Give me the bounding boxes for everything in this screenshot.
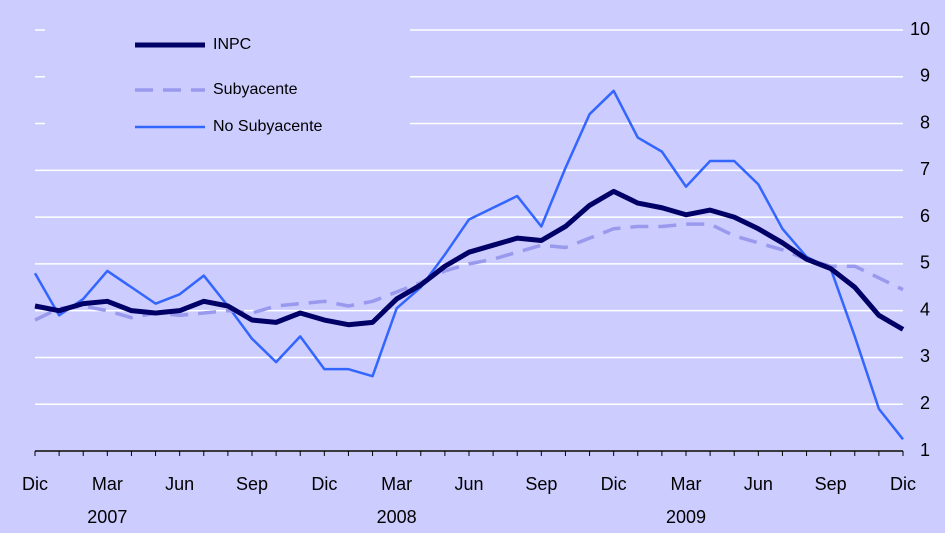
legend-label: No Subyacente bbox=[213, 118, 323, 135]
x-tick-label: Dic bbox=[311, 474, 337, 494]
y-tick-label: 10 bbox=[910, 19, 930, 39]
x-tick-label: Dic bbox=[601, 474, 627, 494]
x-tick-label: Sep bbox=[236, 474, 268, 494]
x-tick-label: Sep bbox=[815, 474, 847, 494]
y-tick-label: 4 bbox=[920, 299, 930, 319]
y-tick-label: 9 bbox=[920, 66, 930, 86]
x-tick-label: Sep bbox=[525, 474, 557, 494]
x-tick-label: Dic bbox=[22, 474, 48, 494]
y-tick-label: 3 bbox=[920, 346, 930, 366]
series-line bbox=[34, 188, 905, 332]
x-tick-label: Jun bbox=[454, 474, 483, 494]
y-tick-label: 6 bbox=[920, 206, 930, 226]
y-tick-label: 5 bbox=[920, 253, 930, 273]
year-label: 2007 bbox=[87, 507, 127, 527]
year-label: 2009 bbox=[666, 507, 706, 527]
x-tick-label: Mar bbox=[92, 474, 123, 494]
legend-label: INPC bbox=[213, 36, 251, 53]
x-tick-label: Dic bbox=[890, 474, 916, 494]
series-line bbox=[34, 222, 904, 322]
series-line bbox=[33, 89, 904, 441]
year-label: 2008 bbox=[377, 507, 417, 527]
x-tick-label: Mar bbox=[381, 474, 412, 494]
y-tick-label: 7 bbox=[920, 159, 930, 179]
x-tick-label: Jun bbox=[744, 474, 773, 494]
x-tick-label: Mar bbox=[671, 474, 702, 494]
legend-background bbox=[45, 18, 410, 153]
y-tick-label: 2 bbox=[920, 393, 930, 413]
x-tick-label: Jun bbox=[165, 474, 194, 494]
legend-label: Subyacente bbox=[213, 81, 298, 98]
y-tick-label: 1 bbox=[920, 440, 930, 460]
y-tick-label: 8 bbox=[920, 112, 930, 132]
